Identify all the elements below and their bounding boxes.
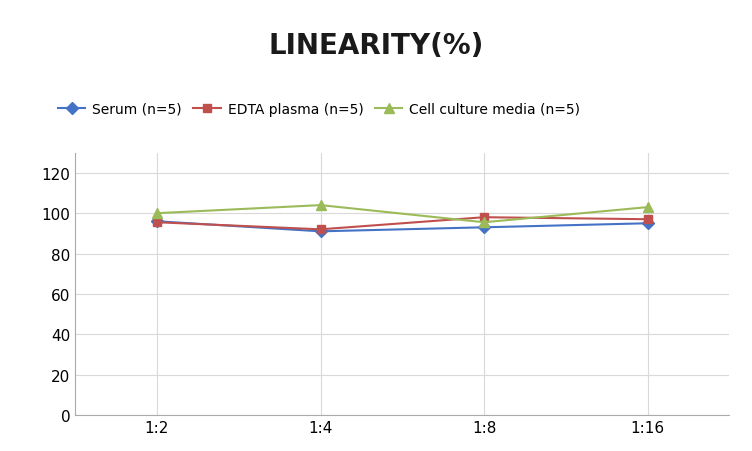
Line: Cell culture media (n=5): Cell culture media (n=5) [152, 201, 653, 228]
Line: Serum (n=5): Serum (n=5) [153, 217, 652, 236]
Serum (n=5) [316, 229, 325, 235]
Serum (n=5) [153, 219, 162, 225]
Text: LINEARITY(%): LINEARITY(%) [268, 32, 484, 60]
EDTA plasma (n=5) [153, 220, 162, 226]
Serum (n=5) [480, 225, 489, 230]
Legend: Serum (n=5), EDTA plasma (n=5), Cell culture media (n=5): Serum (n=5), EDTA plasma (n=5), Cell cul… [52, 97, 586, 122]
Cell culture media (n=5) [153, 211, 162, 216]
Serum (n=5) [643, 221, 652, 226]
Cell culture media (n=5) [643, 205, 652, 210]
Cell culture media (n=5) [316, 203, 325, 208]
Cell culture media (n=5) [480, 220, 489, 226]
EDTA plasma (n=5) [316, 227, 325, 233]
EDTA plasma (n=5) [643, 217, 652, 222]
Line: EDTA plasma (n=5): EDTA plasma (n=5) [153, 214, 652, 234]
EDTA plasma (n=5) [480, 215, 489, 221]
